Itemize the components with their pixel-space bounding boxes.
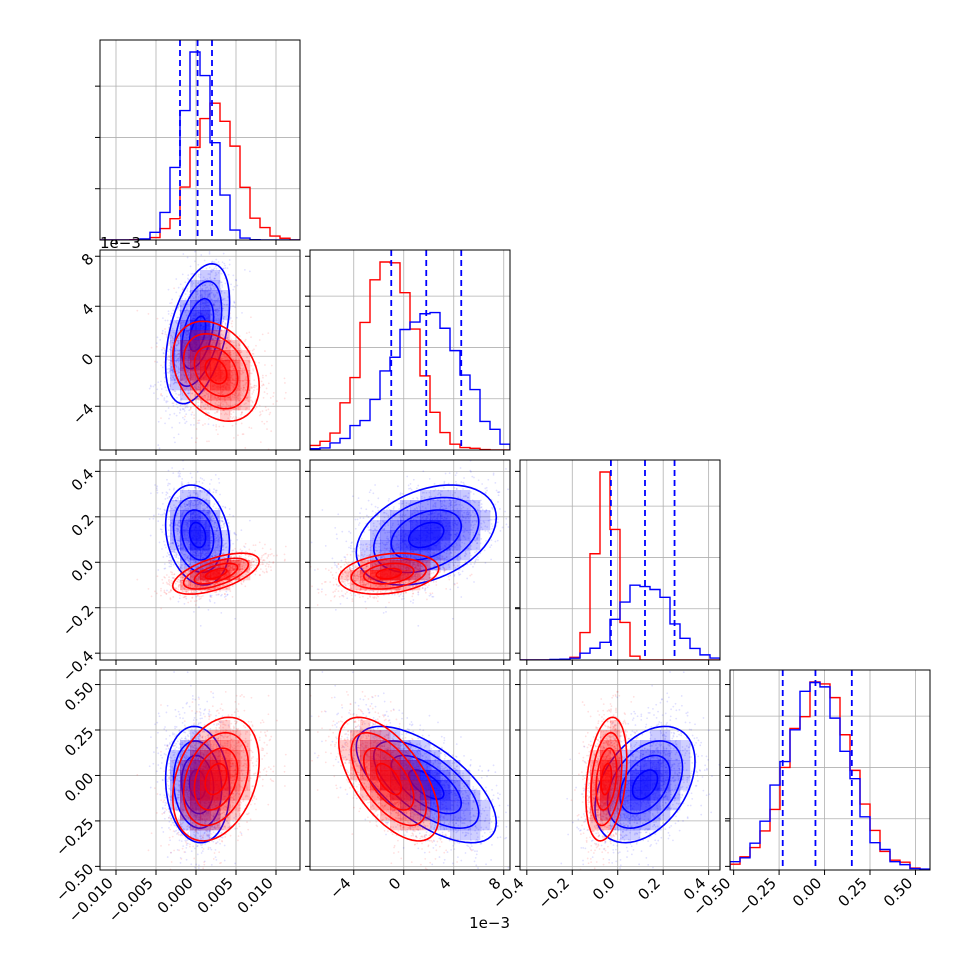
x-tick-label: 0 [385,874,404,893]
histogram-series [520,471,720,660]
contour-line [362,747,415,811]
contour-line [193,747,239,811]
contour-line [375,762,403,796]
contour-line [171,716,261,842]
contour-line [193,562,239,585]
contour-line [193,345,239,397]
contour-line [204,762,228,796]
contour-line [182,332,250,410]
contour-line [594,725,696,844]
histogram-series [100,102,300,240]
scatter-panel [136,671,287,870]
contour-line [355,484,498,586]
y-tick-label: −4 [69,400,97,428]
histogram-panel [730,670,930,870]
contour-line [355,725,498,844]
gridlines [520,670,720,870]
y-tick-label: 0.00 [61,769,97,805]
scatter-panel [560,671,720,870]
contour-line [171,552,261,595]
contour-line [619,754,671,815]
y-tick-label: 0.2 [68,510,98,540]
y-tick-label: 0.50 [61,678,97,714]
scatter-panel [136,250,287,450]
contour-line [390,509,463,561]
panel-frame [729,669,931,871]
panel-frame [99,669,301,871]
contour-line [182,557,250,590]
x-tick-label: −0.2 [535,874,573,912]
x-tick-label: 0.2 [634,874,664,904]
contour-line [180,509,215,561]
x-tick-label: 0.50 [880,874,916,910]
y-tick-label: −0.4 [59,647,97,685]
x-tick-label: 4 [435,874,454,893]
y-tick-label: −0.25 [52,815,97,860]
panel-frame [519,669,721,871]
offset-label: 1e−3 [469,914,510,932]
panel-frame [99,39,301,241]
contour-line [350,557,428,590]
scatter-panel [136,460,287,627]
histogram-series [730,681,930,870]
x-tick-label: 0.005 [194,874,237,917]
contour-line [362,562,415,585]
contour-line [350,732,428,827]
contour-line [631,769,659,800]
contour-line [585,716,628,842]
contour-line [372,496,480,574]
panel-frame [309,459,511,661]
contour-line [337,552,440,595]
scatter-panel [310,671,510,870]
gridlines [100,40,300,240]
x-tick-label: 0.010 [234,874,277,917]
contour-line [600,762,613,796]
contour-line [204,358,228,385]
x-tick-label: −0.25 [735,874,780,919]
contour-line [408,521,445,549]
offset-label: 1e−3 [100,234,141,252]
contour-line [164,725,231,844]
contour-line [182,731,250,827]
x-tick-label: 0.0 [589,874,619,904]
x-tick-label: 0.00 [789,874,825,910]
scatter-panel [310,460,510,627]
contour-line [337,716,440,842]
panel-frame [519,459,721,661]
histogram-panel [520,460,720,660]
y-tick-label: −0.2 [59,601,97,639]
panel-frame [309,669,511,871]
contour-line [595,747,618,811]
y-tick-label: 0 [78,350,97,369]
contour-line [172,740,223,830]
histogram-panel [100,40,300,240]
contour-line [590,731,623,827]
x-tick-label: −0.005 [105,874,157,926]
y-tick-label: 0.4 [68,465,98,495]
panel-frame [309,249,511,451]
histogram-series [520,584,720,660]
contour-line [204,567,228,580]
contour-line [375,567,403,580]
y-tick-label: 0.25 [61,724,97,760]
panel-frame [99,459,301,661]
y-tick-label: 0.0 [68,556,98,586]
histogram-series [310,311,510,450]
x-tick-label: −4 [326,874,354,902]
y-tick-label: 8 [78,250,97,269]
panel-frame [99,249,301,451]
contour-line [188,521,207,549]
x-tick-label: 0.25 [834,874,870,910]
gridlines [100,250,300,450]
contour-line [171,320,261,423]
x-tick-label: 0.000 [154,874,197,917]
histogram-series [310,261,510,450]
y-tick-label: 4 [78,300,97,319]
histogram-panel [310,250,510,450]
